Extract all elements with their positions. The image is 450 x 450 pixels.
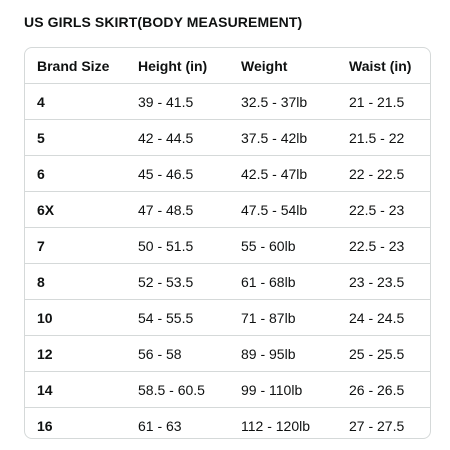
cell-waist: 23 - 23.5 xyxy=(349,263,430,300)
cell-height: 47 - 48.5 xyxy=(138,191,241,228)
table-header-row: Brand Size Height (in) Weight Waist (in) xyxy=(25,48,430,84)
cell-brand-size: 5 xyxy=(25,119,138,156)
cell-waist: 21.5 - 22 xyxy=(349,119,430,156)
table-row: 4 39 - 41.5 32.5 - 37lb 21 - 21.5 xyxy=(25,84,430,120)
cell-weight: 71 - 87lb xyxy=(241,299,349,336)
cell-weight: 61 - 68lb xyxy=(241,263,349,300)
cell-brand-size: 10 xyxy=(25,299,138,336)
cell-height: 58.5 - 60.5 xyxy=(138,371,241,408)
cell-weight: 112 - 120lb xyxy=(241,407,349,438)
cell-weight: 99 - 110lb xyxy=(241,371,349,408)
table-row: 6 45 - 46.5 42.5 - 47lb 22 - 22.5 xyxy=(25,155,430,192)
cell-height: 50 - 51.5 xyxy=(138,227,241,264)
cell-height: 39 - 41.5 xyxy=(138,93,194,110)
cell-height: 61 - 63 xyxy=(138,407,241,438)
cell-weight: 37.5 - 42lb xyxy=(241,119,349,156)
page-title: US GIRLS SKIRT(BODY MEASUREMENT) xyxy=(24,14,303,30)
cell-waist: 25 - 25.5 xyxy=(349,335,430,372)
table-row: 7 50 - 51.5 55 - 60lb 22.5 - 23 xyxy=(25,227,430,264)
cell-height: 52 - 53.5 xyxy=(138,263,241,300)
cell-height: 54 - 55.5 xyxy=(138,299,241,336)
cell-waist: 22 - 22.5 xyxy=(349,155,430,192)
table-row: 14 58.5 - 60.5 99 - 110lb 26 - 26.5 xyxy=(25,371,430,408)
table-row: 8 52 - 53.5 61 - 68lb 23 - 23.5 xyxy=(25,263,430,300)
cell-weight: 89 - 95lb xyxy=(241,335,349,372)
size-chart-table-card: Brand Size Height (in) Weight Waist (in)… xyxy=(24,47,431,439)
cell-waist: 26 - 26.5 xyxy=(349,371,430,408)
size-chart-table: Brand Size Height (in) Weight Waist (in)… xyxy=(25,48,430,438)
cell-waist: 22.5 - 23 xyxy=(349,191,430,228)
cell-brand-size: 8 xyxy=(25,263,138,300)
header-waist: Waist (in) xyxy=(349,48,430,84)
header-weight: Weight xyxy=(241,48,349,84)
cell-waist: 24 - 24.5 xyxy=(349,299,430,336)
header-height: Height (in) xyxy=(138,48,241,84)
cell-waist: 21 - 21.5 xyxy=(349,93,405,110)
cell-brand-size: 12 xyxy=(25,335,138,372)
cell-weight: 32.5 - 37lb xyxy=(241,93,308,110)
cell-brand-size: 16 xyxy=(25,407,138,438)
cell-brand-size: 6X xyxy=(25,191,138,228)
table-row: 5 42 - 44.5 37.5 - 42lb 21.5 - 22 xyxy=(25,119,430,156)
table-row: 16 61 - 63 112 - 120lb 27 - 27.5 xyxy=(25,407,430,438)
cell-brand-size: 4 xyxy=(37,93,45,110)
cell-brand-size: 7 xyxy=(25,227,138,264)
cell-brand-size: 14 xyxy=(25,371,138,408)
cell-weight: 55 - 60lb xyxy=(241,227,349,264)
table-row: 6X 47 - 48.5 47.5 - 54lb 22.5 - 23 xyxy=(25,191,430,228)
table-row: 12 56 - 58 89 - 95lb 25 - 25.5 xyxy=(25,335,430,372)
cell-height: 56 - 58 xyxy=(138,335,241,372)
table-row: 10 54 - 55.5 71 - 87lb 24 - 24.5 xyxy=(25,299,430,336)
cell-weight: 47.5 - 54lb xyxy=(241,191,349,228)
cell-brand-size: 6 xyxy=(25,155,138,192)
cell-weight: 42.5 - 47lb xyxy=(241,155,349,192)
cell-height: 45 - 46.5 xyxy=(138,155,241,192)
header-brand-size: Brand Size xyxy=(25,48,138,84)
cell-waist: 27 - 27.5 xyxy=(349,407,430,438)
cell-waist: 22.5 - 23 xyxy=(349,227,430,264)
cell-height: 42 - 44.5 xyxy=(138,119,241,156)
